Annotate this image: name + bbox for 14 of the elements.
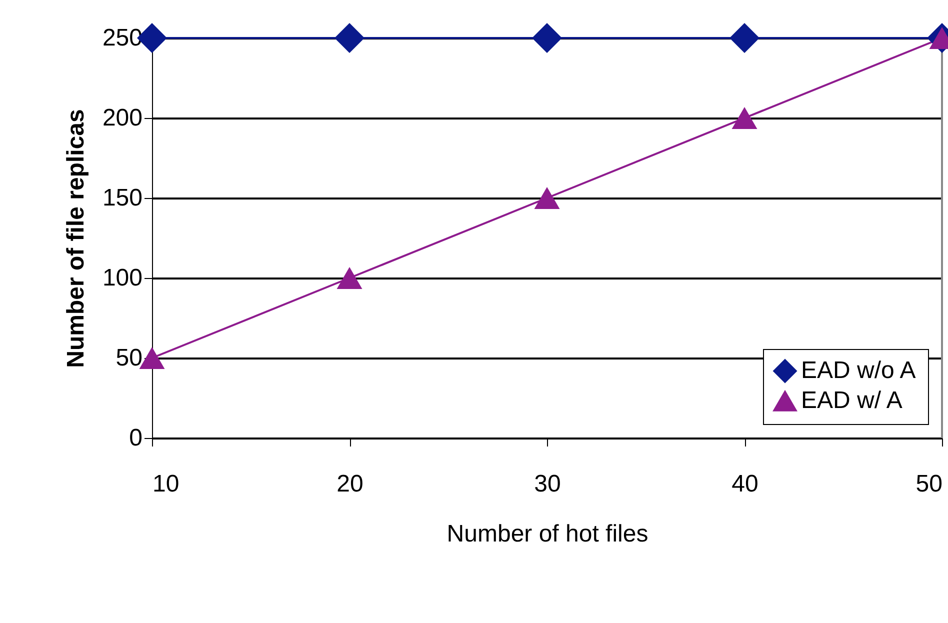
x-tick-label: 40 [732, 470, 758, 498]
y-tick-label: 150 [102, 184, 142, 212]
y-tick-label: 200 [102, 104, 142, 132]
y-axis-title: Number of file replicas [62, 109, 90, 368]
y-tick-label: 100 [102, 264, 142, 292]
x-tick-label: 10 [152, 470, 180, 498]
x-tick-label: 50 [916, 470, 942, 498]
x-tick-label: 30 [534, 470, 561, 498]
legend-label: EAD w/o A [801, 357, 916, 384]
legend-label: EAD w/ A [801, 387, 902, 414]
y-tick-label: 50 [116, 344, 142, 372]
x-axis-title: Number of hot files [446, 520, 648, 548]
y-tick-label: 0 [129, 424, 142, 452]
x-tick-label: 20 [336, 470, 364, 498]
